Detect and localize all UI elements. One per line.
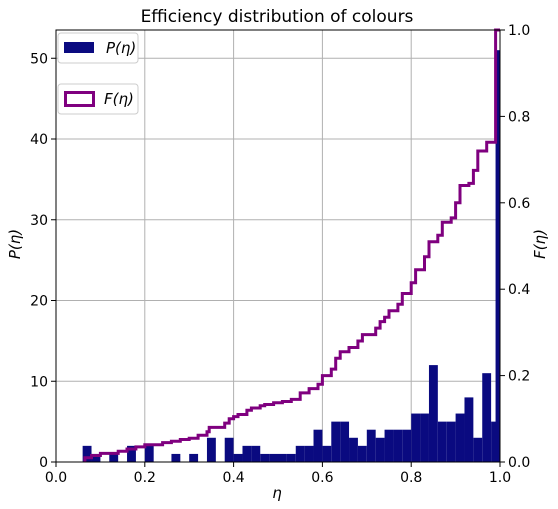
histogram-bars: [82, 50, 500, 462]
chart-title: Efficiency distribution of colours: [141, 7, 414, 27]
histogram-bar: [482, 373, 492, 462]
histogram-bar: [495, 50, 500, 462]
histogram-bar: [349, 437, 358, 462]
histogram-bar: [366, 429, 376, 462]
histogram-bar: [269, 453, 278, 462]
histogram-bar: [278, 453, 287, 462]
right-y-axis-ticks: 0.0 0.2 0.4 0.6 0.8 1.0: [500, 23, 530, 471]
x-tick-label: 0.2: [134, 470, 156, 486]
left-y-tick-label: 10: [30, 374, 48, 390]
histogram-bar: [340, 421, 350, 462]
histogram-bar: [127, 445, 136, 462]
right-y-tick-label: 0.6: [508, 196, 530, 212]
right-y-axis-label: F(η): [531, 229, 549, 259]
left-y-axis-ticks: 0 10 20 30 40 50: [30, 51, 56, 471]
histogram-bar: [428, 365, 438, 462]
histogram-bar: [233, 453, 243, 462]
histogram-bar: [411, 413, 421, 462]
right-y-tick-label: 0.4: [508, 282, 530, 298]
left-y-tick-label: 30: [30, 213, 48, 229]
histogram-bar: [286, 453, 296, 462]
histogram-bar: [242, 445, 252, 462]
histogram-bar: [446, 421, 456, 462]
histogram-bar: [91, 453, 101, 462]
legend-bar-box: [57, 32, 139, 64]
legend-bar: P(η): [57, 32, 139, 64]
histogram-bar: [473, 437, 483, 462]
right-y-tick-label: 0.8: [508, 109, 530, 125]
right-y-tick-label: 0.2: [508, 369, 530, 385]
histogram-bar: [357, 445, 367, 462]
histogram-bar: [322, 445, 332, 462]
cumulative-line: [83, 28, 500, 462]
x-tick-label: 0.4: [222, 470, 244, 486]
left-y-tick-label: 20: [30, 294, 48, 310]
x-tick-label: 0.0: [45, 470, 67, 486]
x-tick-label: 1.0: [489, 470, 511, 486]
legend-bar-swatch: [64, 42, 94, 53]
histogram-bar: [437, 421, 447, 462]
right-y-tick-label: 0.0: [508, 455, 530, 471]
x-axis-label: η: [272, 484, 282, 502]
histogram-bar: [224, 437, 234, 462]
plot-frame: [55, 29, 501, 463]
right-y-tick-label: 1.0: [508, 23, 530, 39]
histogram-bar: [375, 437, 385, 462]
legend-step: F(η): [57, 83, 139, 115]
histogram-bar: [304, 445, 314, 462]
left-y-tick-label: 0: [39, 455, 48, 471]
histogram-bar: [464, 397, 474, 462]
histogram-bar: [251, 445, 261, 462]
histogram-bar: [393, 429, 403, 462]
histogram-bar: [82, 445, 92, 462]
histogram-bar: [455, 413, 465, 462]
histogram-bar: [420, 413, 429, 462]
histogram-bar: [144, 445, 154, 462]
legend-bar-label: P(η): [106, 39, 136, 57]
histogram-bar: [189, 453, 199, 462]
x-tick-label: 0.8: [400, 470, 422, 486]
histogram-bar: [384, 429, 394, 462]
legend-step-swatch: [64, 91, 95, 107]
cumulative-step-line: [83, 28, 500, 462]
histogram-bar: [171, 453, 181, 462]
x-axis-ticks: 0.0 0.2 0.4 0.6 0.8 1.0: [45, 462, 511, 486]
histogram-bar: [260, 453, 270, 462]
histogram-bar: [313, 429, 323, 462]
histogram-bar: [109, 453, 119, 462]
histogram-bar: [402, 429, 412, 462]
left-y-axis-label: P(η): [6, 229, 24, 259]
x-tick-label: 0.6: [311, 470, 333, 486]
left-y-tick-label: 50: [30, 51, 48, 67]
histogram-bar: [206, 437, 216, 462]
histogram-bar: [331, 421, 341, 462]
left-y-tick-label: 40: [30, 132, 48, 148]
histogram-bar: [295, 445, 305, 462]
legend-step-label: F(η): [104, 90, 134, 108]
